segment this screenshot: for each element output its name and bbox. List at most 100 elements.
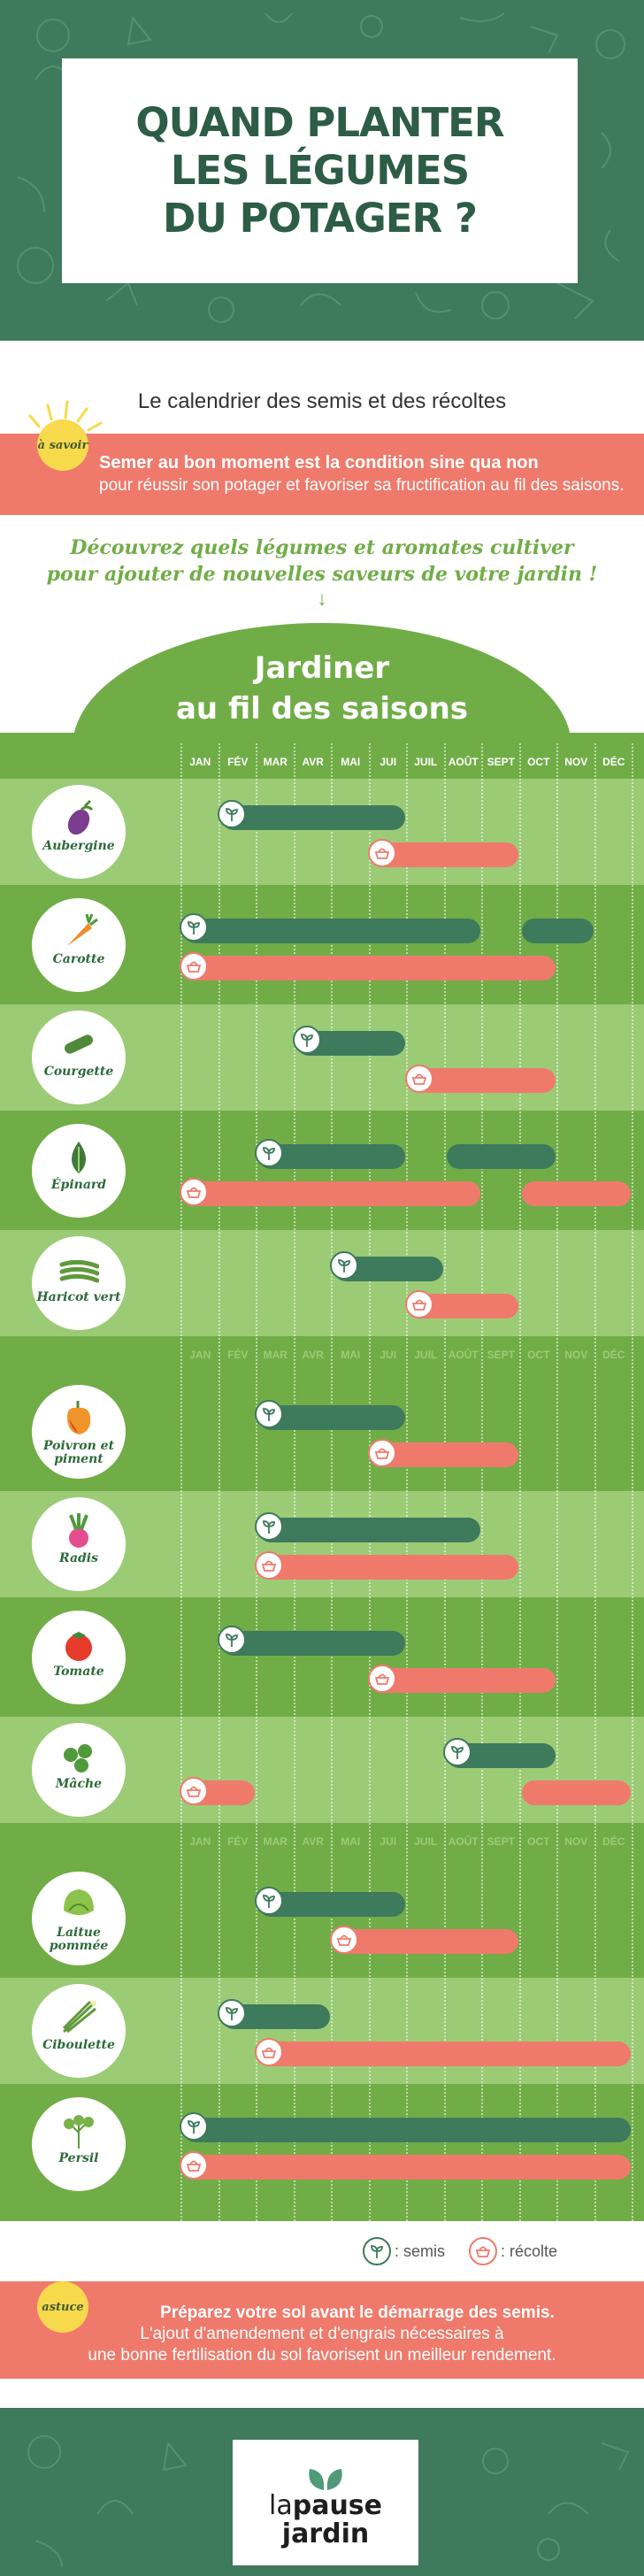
month-label: JUIL [414, 756, 438, 768]
month-label: JUI [380, 1835, 397, 1848]
zucchini-icon [65, 1034, 93, 1054]
brand-logo-line-1: lapause [269, 2492, 382, 2520]
basket-icon [405, 1065, 433, 1093]
month-header-row: JAN FÉV MAR AVR MAI JUI JUIL AOÛT SEPT OCT NOV DÉC [0, 750, 644, 772]
grid-line [256, 743, 257, 2221]
month-label: SEPT [487, 1835, 515, 1848]
vegetable-name: Haricot vert [36, 1290, 121, 1304]
vegetable-name: Épinard [50, 1177, 107, 1192]
month-label: OCT [527, 756, 550, 768]
seedling-icon [255, 1886, 283, 1915]
vegetable-badge: Épinard [32, 1123, 126, 1218]
section-title: Jardiner au fil des saisons [0, 648, 644, 729]
seedling-icon [255, 1512, 283, 1541]
month-label: MAR [263, 756, 288, 768]
page-title-line-2: LES LÉGUMES [170, 147, 470, 194]
seedling-icon [217, 800, 246, 828]
legend: : semis : récolte [0, 2221, 644, 2281]
astuce-text: Préparez votre sol avant le démarrage de… [0, 2303, 644, 2366]
vegetable-badge: Ciboulette [32, 1984, 126, 2078]
month-label: MAR [263, 1835, 288, 1848]
a-savoir-line-1: Semer au bon moment est la condition sin… [99, 453, 539, 473]
eggplant-icon [67, 799, 94, 835]
recolte-bar [334, 1928, 518, 1954]
vegetable-name: Persil [58, 2150, 99, 2165]
grid-line [218, 743, 220, 2221]
month-label: OCT [527, 1835, 550, 1848]
vegetable-name: Courgette [43, 1065, 114, 1079]
month-label: JAN [189, 1835, 211, 1848]
radish-icon [69, 1513, 88, 1548]
seedling-icon [292, 1026, 321, 1054]
vegetable-badge: Mâche [32, 1723, 126, 1817]
footer: lapause jardin [0, 2408, 644, 2576]
astuce-banner: astuce Préparez votre sol avant le démar… [0, 2281, 644, 2379]
basket-icon [469, 2237, 497, 2265]
month-label: OCT [527, 1349, 550, 1361]
astuce-line-3: une bonne fertilisation du sol favorisen… [88, 2346, 556, 2365]
vegetable-name: Laitue pommée [49, 1925, 109, 1953]
recolte-bar [258, 1555, 518, 1580]
grid-line [293, 743, 295, 2221]
month-label: JAN [189, 1349, 211, 1361]
garden-doodles-decoration [17, 12, 625, 323]
a-savoir-text: Semer au bon moment est la condition sin… [0, 434, 644, 515]
carrot-icon [67, 912, 98, 946]
vegetable-badge: Carotte [32, 897, 126, 992]
vegetable-name: Poivron et piment [42, 1438, 115, 1466]
seedling-icon [442, 1738, 472, 1766]
arc-base [0, 733, 644, 743]
month-label: AVR [302, 1835, 324, 1848]
tomato-icon [65, 1631, 92, 1661]
month-label: AOÛT [448, 1349, 479, 1361]
month-label: FÉV [227, 1349, 249, 1361]
semis-bar [521, 918, 594, 943]
semis-bar [258, 1891, 405, 1917]
basket-icon [367, 839, 396, 867]
month-label: FÉV [227, 756, 249, 768]
recolte-bar [371, 1667, 556, 1693]
subtitle-block: Le calendrier des semis et des récoltes [0, 341, 644, 434]
grid-line [556, 743, 558, 2221]
month-label: JUIL [414, 1349, 438, 1361]
subtitle: Le calendrier des semis et des récoltes [137, 389, 507, 413]
brand-logo[interactable]: lapause jardin [233, 2440, 418, 2565]
discover-line-1: Découvrez quels légumes et aromates cult… [70, 536, 574, 559]
arrow-down-icon: ↓ [317, 588, 327, 610]
semis-bar [258, 1518, 480, 1542]
grid-line [331, 743, 333, 2221]
lambs-lettuce-icon [64, 1744, 92, 1772]
grid-line [632, 743, 633, 2221]
recolte-bar [183, 1180, 480, 1206]
month-label: SEPT [487, 1349, 515, 1361]
astuce-line-1: Préparez votre sol avant le démarrage de… [160, 2303, 555, 2322]
title-card: QUAND PLANTER LES LÉGUMES DU POTAGER ? [62, 58, 578, 283]
recolte-bar [183, 955, 556, 980]
recolte-bar [258, 2042, 631, 2066]
a-savoir-line-2: pour réussir son potager et favoriser sa… [99, 476, 625, 495]
seedling-icon [330, 1251, 358, 1280]
semis-bar [183, 2117, 631, 2142]
month-label: JUIL [414, 1835, 438, 1848]
spacer [0, 2379, 644, 2408]
page-title-line-3: DU POTAGER ? [163, 195, 478, 242]
footer-doodles-decoration [27, 2435, 630, 2568]
semis-bar [258, 1143, 405, 1169]
vegetable-name: Carotte [52, 951, 105, 966]
header-banner: QUAND PLANTER LES LÉGUMES DU POTAGER ? [0, 0, 644, 341]
month-label: SEPT [487, 756, 515, 768]
legend-recolte: : récolte [469, 2237, 557, 2265]
month-label: FÉV [227, 1835, 249, 1848]
a-savoir-badge-label: à savoir [37, 438, 88, 452]
pepper-icon [67, 1400, 91, 1434]
legend-semis-label: : semis [395, 2242, 446, 2260]
a-savoir-badge: à savoir [37, 419, 88, 471]
grid-line [180, 743, 182, 2221]
month-header-row: JAN FÉV MAR AVR MAI JUI JUIL AOÛT SEPT OCT NOV DÉC [0, 1830, 644, 1851]
seedling-icon [363, 2237, 391, 2265]
lettuce-icon [64, 1888, 94, 1915]
grid-line [443, 743, 446, 2221]
semis-bar [258, 1404, 405, 1430]
grid-line [481, 743, 483, 2221]
month-label: JAN [189, 756, 211, 768]
